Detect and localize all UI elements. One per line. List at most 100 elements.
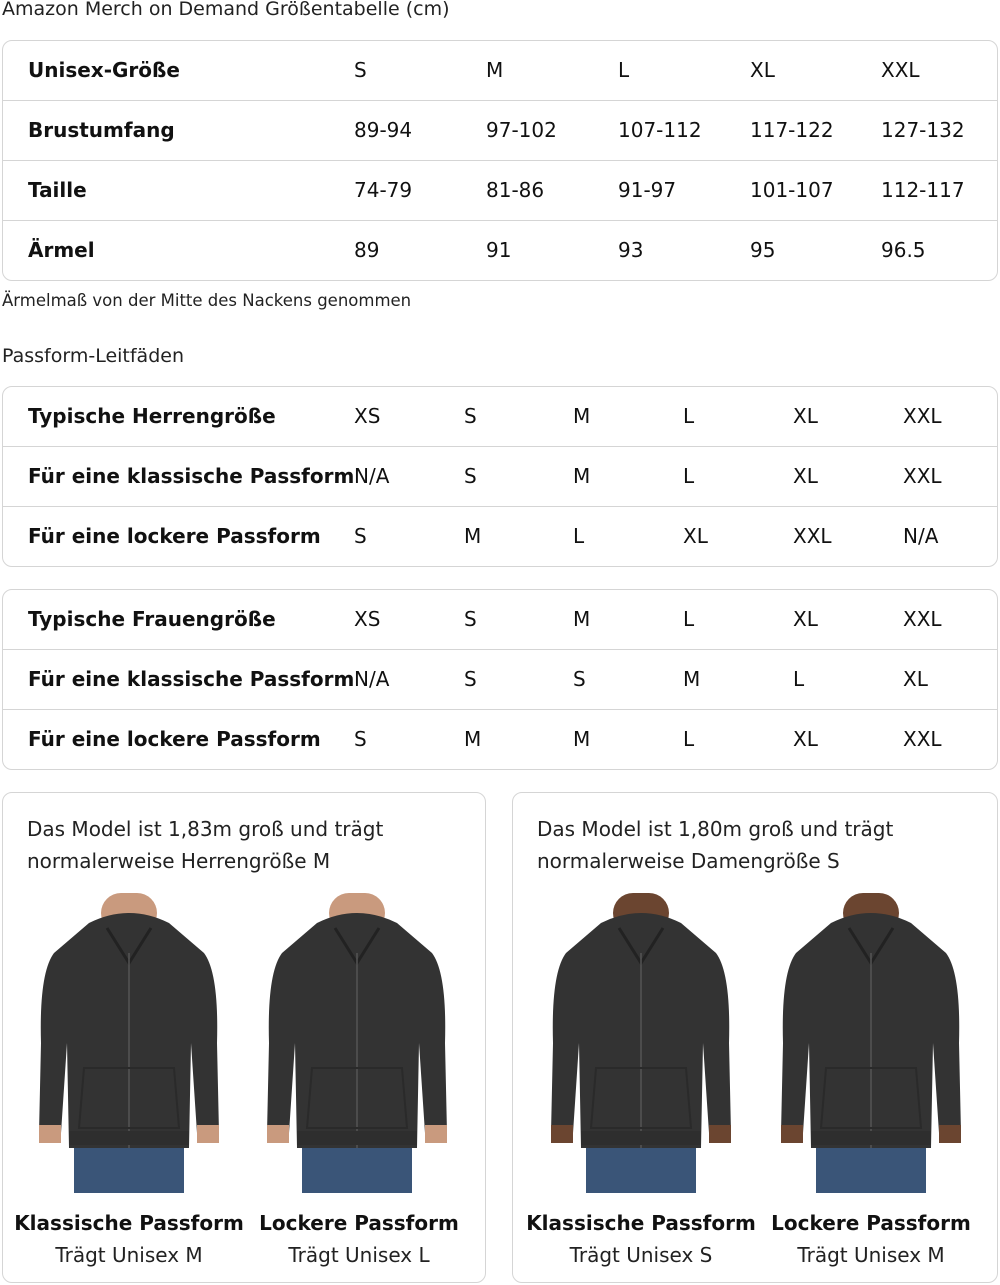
row-label: Typische Herrengröße (28, 404, 276, 428)
unisex-size-table: Unisex-Größe S M L XL XXL Brustumfang 89-94 97-1… (2, 40, 998, 281)
table-cell: 117-122 (750, 118, 834, 142)
table-row: Für eine lockere Passform S M M L XL XXL (3, 709, 997, 769)
table-cell: M (573, 464, 591, 488)
table-cell: M (573, 727, 591, 751)
fit-title: Lockere Passform (771, 1211, 971, 1235)
table-cell: 89-94 (354, 118, 413, 142)
fit-title: Klassische Passform (526, 1211, 756, 1235)
table-cell: S (573, 667, 586, 691)
table-cell: S (354, 727, 367, 751)
women-fit-table: Typische Frauengröße XS S M L XL XXL Für eine k… (2, 589, 998, 770)
table-cell: L (793, 667, 805, 691)
table-cell: 91-97 (618, 178, 677, 202)
fit-label: Klassische Passform Trägt Unisex M (14, 1207, 244, 1271)
model-photo-relaxed-fit (257, 893, 457, 1193)
table-cell: XXL (903, 727, 942, 751)
row-label: Für eine lockere Passform (28, 727, 321, 751)
fit-subtitle: Trägt Unisex S (569, 1243, 713, 1267)
table-cell: M (486, 58, 504, 82)
table-row: Brustumfang 89-94 97-102 107-112 117-122 127-… (3, 100, 997, 160)
table-cell: 91 (486, 238, 512, 262)
table-cell: N/A (903, 524, 939, 548)
model-card-men: Das Model ist 1,83m groß und trägt norma… (2, 792, 486, 1283)
table-cell: XL (793, 727, 818, 751)
sleeve-note: Ärmelmaß von der Mitte des Nackens genom… (2, 291, 412, 310)
model-caption: Das Model ist 1,80m groß und trägt norma… (537, 813, 893, 877)
table-cell: S (464, 404, 477, 428)
hoodie-model-illustration (39, 893, 219, 1193)
table-cell: XXL (903, 404, 942, 428)
table-cell: XL (793, 607, 818, 631)
table-cell: XL (793, 464, 818, 488)
table-row: Taille 74-79 81-86 91-97 101-107 112-117 (3, 160, 997, 220)
row-label: Für eine klassische Passform (28, 464, 355, 488)
table-cell: XL (750, 58, 775, 82)
hoodie-model-illustration (551, 893, 731, 1193)
model-photo-relaxed-fit (771, 893, 971, 1193)
table-cell: XXL (903, 464, 942, 488)
row-label: Taille (28, 178, 87, 202)
table-cell: L (683, 607, 695, 631)
table-cell: S (464, 607, 477, 631)
table-row: Ärmel 89 91 93 95 96.5 (3, 220, 997, 280)
model-photo-classic-fit (29, 893, 229, 1193)
page-title: Amazon Merch on Demand Größentabelle (cm… (2, 0, 450, 20)
table-cell: 96.5 (881, 238, 926, 262)
model-caption: Das Model ist 1,83m groß und trägt norma… (27, 813, 383, 877)
row-label: Brustumfang (28, 118, 175, 142)
table-row: Für eine lockere Passform S M L XL XXL N/A (3, 506, 997, 566)
row-label: Ärmel (28, 238, 95, 262)
table-cell: S (354, 58, 367, 82)
model-card-women: Das Model ist 1,80m groß und trägt norma… (512, 792, 998, 1283)
table-cell: M (573, 404, 591, 428)
table-cell: 81-86 (486, 178, 545, 202)
table-row: Unisex-Größe S M L XL XXL (3, 41, 997, 100)
table-cell: S (354, 524, 367, 548)
fit-subtitle: Trägt Unisex L (288, 1243, 430, 1267)
fit-title: Lockere Passform (259, 1211, 459, 1235)
fit-label: Klassische Passform Trägt Unisex S (526, 1207, 756, 1271)
row-label: Für eine klassische Passform (28, 667, 355, 691)
table-cell: 101-107 (750, 178, 834, 202)
table-cell: N/A (354, 464, 390, 488)
table-cell: 127-132 (881, 118, 965, 142)
fit-label: Lockere Passform Trägt Unisex M (756, 1207, 986, 1271)
table-cell: L (683, 464, 695, 488)
table-cell: XL (903, 667, 928, 691)
hoodie-model-illustration (781, 893, 961, 1193)
table-cell: N/A (354, 667, 390, 691)
table-cell: M (464, 727, 482, 751)
table-cell: 112-117 (881, 178, 965, 202)
fit-guide-heading: Passform-Leitfäden (2, 345, 184, 367)
table-row: Typische Frauengröße XS S M L XL XXL (3, 590, 997, 649)
table-cell: XS (354, 607, 381, 631)
row-label: Typische Frauengröße (28, 607, 276, 631)
table-cell: 93 (618, 238, 644, 262)
men-fit-table: Typische Herrengröße XS S M L XL XXL Für eine k… (2, 386, 998, 567)
table-cell: XL (793, 404, 818, 428)
table-cell: L (573, 524, 585, 548)
caption-line: normalerweise Damengröße S (537, 849, 840, 873)
row-label: Für eine lockere Passform (28, 524, 321, 548)
table-cell: M (683, 667, 701, 691)
table-cell: S (464, 464, 477, 488)
table-cell: L (683, 404, 695, 428)
fit-label: Lockere Passform Trägt Unisex L (244, 1207, 474, 1271)
table-row: Für eine klassische Passform N/A S M L XL XXL (3, 446, 997, 506)
caption-line: Das Model ist 1,83m groß und trägt (27, 817, 384, 841)
table-cell: M (573, 607, 591, 631)
table-row: Für eine klassische Passform N/A S S M L XL (3, 649, 997, 709)
table-cell: 107-112 (618, 118, 702, 142)
table-cell: S (464, 667, 477, 691)
table-cell: 74-79 (354, 178, 413, 202)
row-label: Unisex-Größe (28, 58, 180, 82)
table-cell: XXL (881, 58, 920, 82)
table-cell: XXL (903, 607, 942, 631)
fit-title: Klassische Passform (14, 1211, 244, 1235)
model-photo-classic-fit (541, 893, 741, 1193)
table-cell: 89 (354, 238, 380, 262)
table-cell: L (618, 58, 630, 82)
table-cell: L (683, 727, 695, 751)
fit-subtitle: Trägt Unisex M (797, 1243, 945, 1267)
